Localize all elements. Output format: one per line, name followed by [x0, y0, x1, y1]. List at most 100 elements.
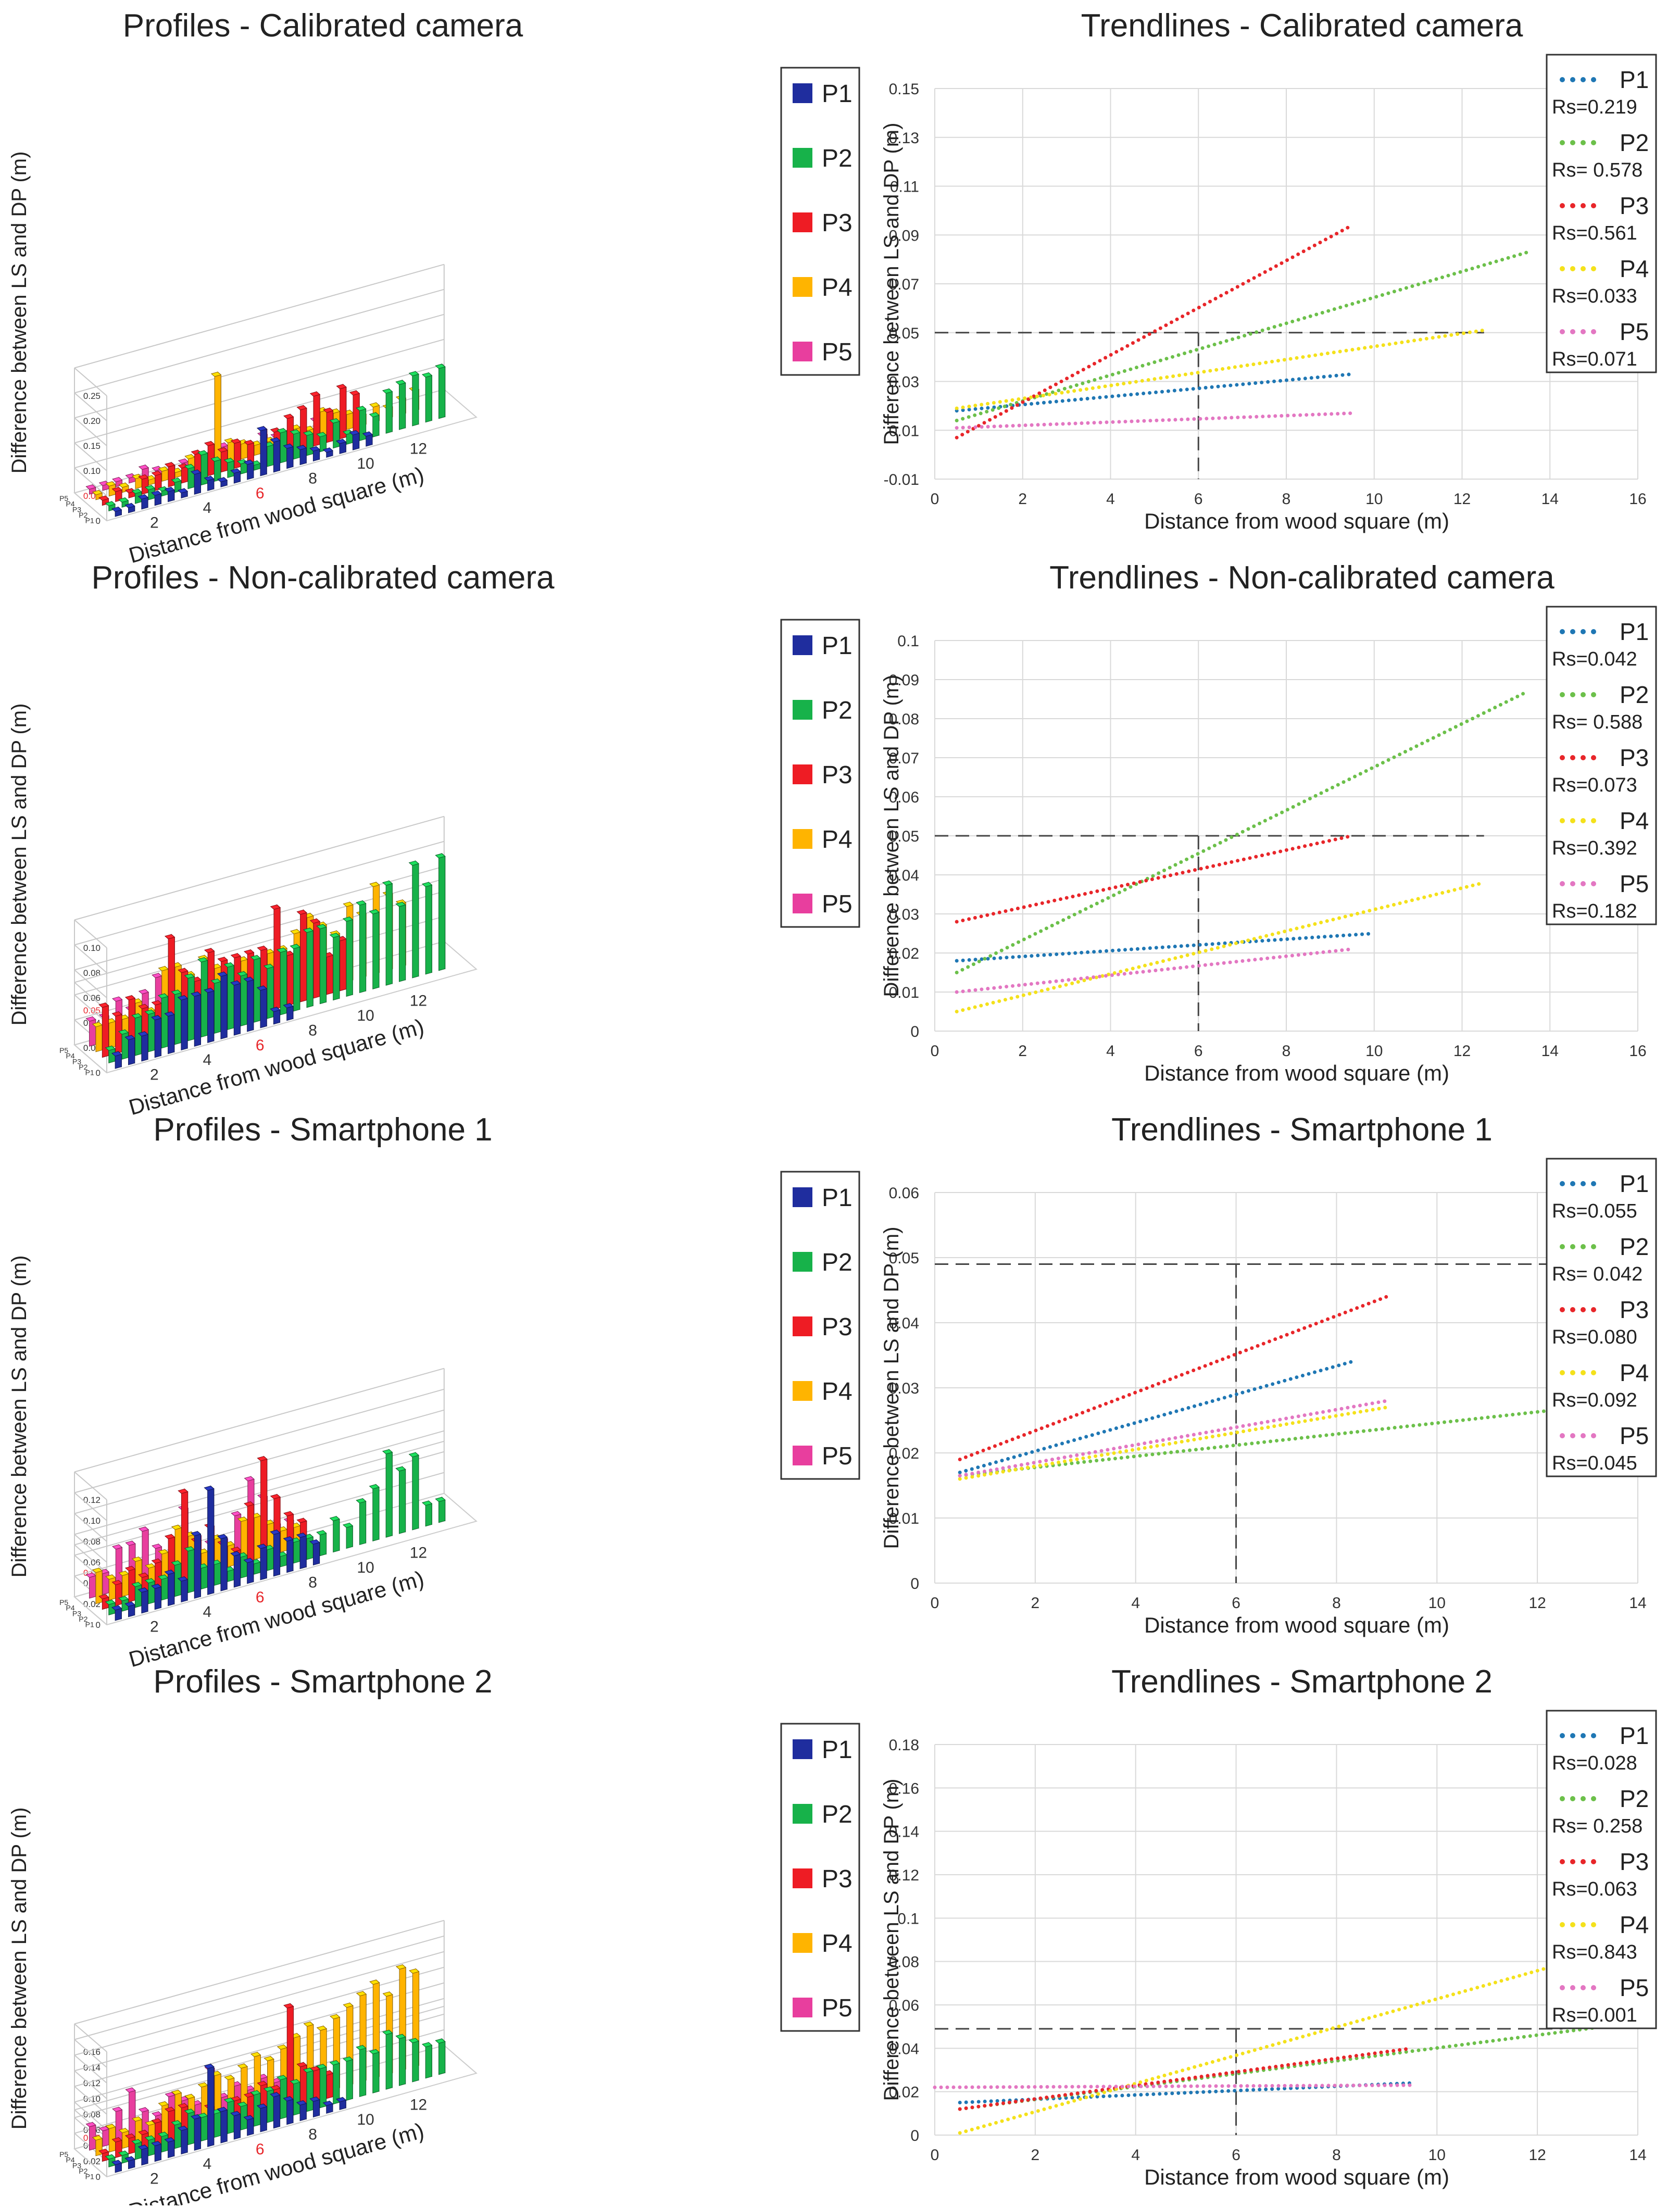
- bar-face: [240, 1555, 247, 1578]
- bar-face: [342, 917, 354, 922]
- bar-P3: [111, 2137, 122, 2159]
- trendline-chart-1: Trendlines - Calibrated camera -0.01 0.01 0…: [880, 8, 1657, 533]
- bar-face: [408, 1452, 420, 1458]
- x-tick-label: 4: [1131, 2147, 1140, 2164]
- bar-face: [204, 987, 215, 993]
- legend-rs-value: Rs=0.045: [1552, 1452, 1637, 1474]
- bar-face: [267, 1547, 274, 1571]
- bar-P1: [230, 1551, 241, 1588]
- z-tick-label: 0.15: [83, 441, 101, 451]
- legend-label: P3: [1620, 192, 1649, 219]
- bar-face: [326, 410, 333, 443]
- bar-face: [326, 955, 333, 995]
- bar-face: [369, 2049, 380, 2054]
- bar-face: [138, 2129, 149, 2135]
- bar-face: [230, 438, 242, 444]
- legend-label: P3: [822, 209, 852, 237]
- bar-P2: [263, 1545, 274, 1571]
- backwall-gridline: [74, 264, 445, 369]
- bar-P1: [283, 1002, 294, 1021]
- backwall-gridline: [74, 1368, 445, 1473]
- bar-face: [184, 463, 195, 469]
- bar-face: [115, 1014, 122, 1055]
- bar-face: [164, 934, 175, 939]
- bar-P1: [283, 443, 294, 469]
- bar-P2: [382, 388, 393, 434]
- bar-P4: [118, 2127, 129, 2149]
- bar-face: [243, 1501, 255, 1507]
- bar-face: [187, 1549, 195, 1594]
- bar-face: [194, 1534, 201, 1599]
- bar-face: [144, 485, 156, 491]
- bar-P3: [257, 1456, 268, 1565]
- bar-face: [316, 924, 327, 930]
- bar-P3: [309, 391, 321, 447]
- bar-face: [438, 366, 446, 419]
- y-tick-label: 0.04: [889, 867, 919, 884]
- legend-swatch-P1: [793, 83, 812, 103]
- bar-P1: [270, 2091, 281, 2129]
- bar-face: [303, 431, 314, 436]
- bar-P3: [204, 441, 215, 476]
- bar-face: [122, 2130, 129, 2149]
- legend-swatch-P2: [793, 700, 812, 720]
- bar-face: [137, 494, 149, 500]
- bar-face: [395, 1466, 406, 1472]
- bar-face: [382, 1449, 393, 1454]
- bar-P1: [151, 2140, 162, 2162]
- depth-label: P4: [66, 500, 74, 508]
- legend-label: P1: [822, 80, 852, 108]
- bar-P3: [270, 904, 281, 1010]
- bar-face: [115, 1608, 122, 1621]
- bar-face: [129, 2090, 136, 2140]
- legend-box: [1546, 54, 1657, 373]
- bar-face: [164, 2106, 175, 2112]
- bar-P2: [277, 947, 287, 1015]
- bar-face: [95, 1024, 103, 1052]
- bar-face: [85, 484, 96, 490]
- bar-face: [125, 1540, 136, 1546]
- bar-face: [412, 863, 419, 978]
- x-tick-label: 10: [357, 2111, 374, 2128]
- bar-face: [299, 447, 307, 466]
- bar-face: [227, 965, 234, 1030]
- bar-face: [111, 1580, 122, 1585]
- bar-P2: [382, 1449, 393, 1538]
- x-tick-label: 8: [1282, 1043, 1291, 1060]
- bar-P1: [283, 2096, 294, 2125]
- bar-face: [105, 2154, 116, 2160]
- bar-face: [168, 1014, 175, 1055]
- sidewall-gridline: [74, 417, 107, 446]
- bar-face: [151, 471, 162, 476]
- legend-swatch-P1: [793, 1739, 812, 1759]
- bar-P3: [178, 1488, 189, 1588]
- bar-face: [230, 1551, 241, 1557]
- bar-face: [197, 450, 208, 456]
- bar-face: [353, 393, 360, 436]
- bar-P1: [164, 486, 175, 503]
- bar-face: [124, 2156, 135, 2162]
- chart-title: Trendlines - Non-calibrated camera: [1049, 560, 1554, 596]
- bar-face: [306, 2070, 314, 2112]
- y-tick-label: 0: [910, 1023, 919, 1040]
- trendline-P3: [955, 223, 1355, 440]
- bar-P1: [349, 430, 360, 450]
- bar-P2: [356, 900, 367, 993]
- bar-P3: [111, 1579, 122, 1607]
- bar-face: [157, 993, 169, 999]
- bar-P2: [277, 428, 287, 463]
- bar-face: [435, 853, 446, 859]
- bar-face: [194, 994, 201, 1047]
- legend-label: P2: [822, 1801, 852, 1828]
- x-tick-label: 10: [1365, 1043, 1383, 1060]
- y-tick-label: 0.06: [889, 1997, 919, 2014]
- x-tick-label: 12: [1528, 1595, 1546, 1612]
- bar-face: [283, 1003, 294, 1009]
- bar-face: [197, 957, 208, 963]
- bar-P4: [105, 481, 116, 497]
- bar-face: [335, 438, 347, 444]
- bar-P2: [316, 2063, 327, 2109]
- bar-P1: [335, 438, 347, 454]
- bar-P2: [382, 880, 393, 986]
- y-tick-label: 0.02: [889, 945, 919, 962]
